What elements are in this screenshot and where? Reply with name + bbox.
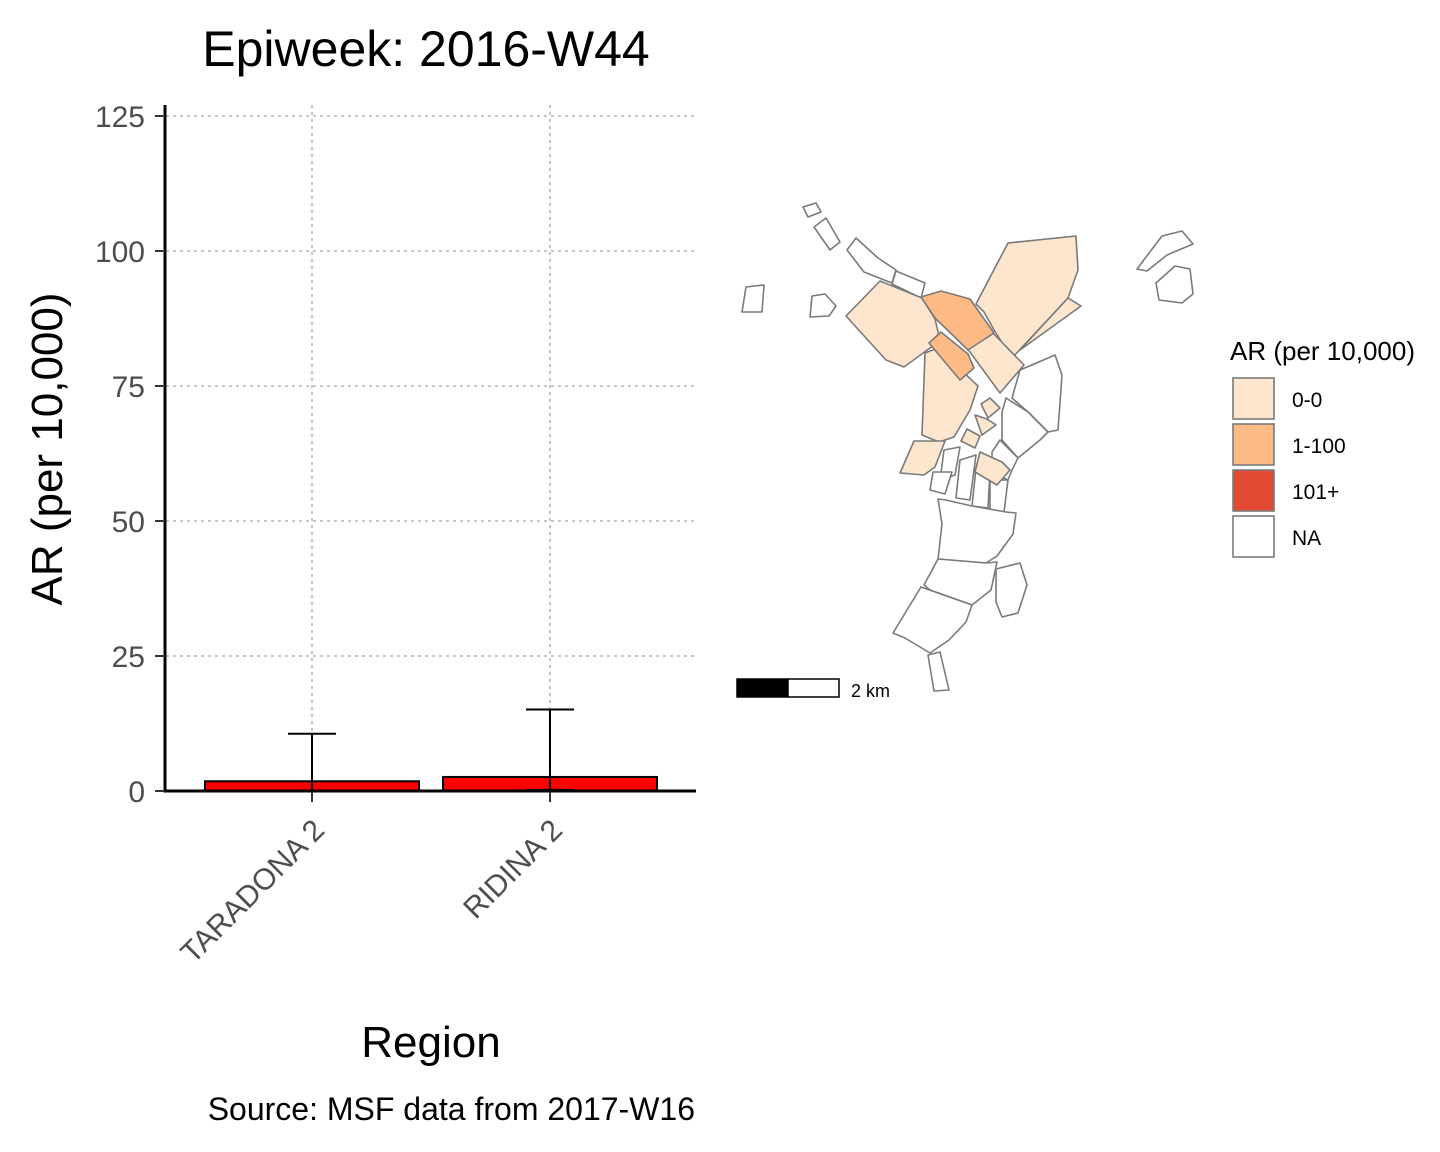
legend-label: NA xyxy=(1292,527,1321,550)
map-region xyxy=(1155,265,1194,304)
y-tick-label: 75 xyxy=(112,371,145,404)
legend-label: 1-100 xyxy=(1292,435,1346,458)
map-region xyxy=(974,451,1011,486)
legend-entry: 1-100 xyxy=(1232,423,1346,466)
map-region xyxy=(1019,297,1082,351)
choropleth-map: 2 km xyxy=(736,202,1194,701)
map-region xyxy=(980,397,1001,419)
legend-title: AR (per 10,000) xyxy=(1230,336,1415,366)
y-tick-label: 125 xyxy=(95,101,145,134)
legend-entry: NA xyxy=(1232,515,1321,558)
map-region xyxy=(928,331,975,381)
scale-bar: 2 km xyxy=(736,678,890,701)
chart-title: Epiweek: 2016-W44 xyxy=(202,21,649,77)
map-region xyxy=(923,558,998,606)
x-axis-title: Region xyxy=(361,1018,500,1067)
legend-label: 0-0 xyxy=(1292,389,1322,412)
map-region xyxy=(892,586,973,654)
x-tick-label: RIDINA 2 xyxy=(457,814,569,926)
map-region xyxy=(989,479,1009,513)
x-tick-label: TARADONA 2 xyxy=(175,814,331,970)
scale-bar-segment-dark xyxy=(736,678,789,698)
y-axis-title: AR (per 10,000) xyxy=(23,292,72,605)
legend-swatch xyxy=(1232,469,1275,512)
map-region xyxy=(802,202,822,218)
y-axis-ticks: 0 25 50 75 100 125 xyxy=(95,101,165,809)
legend-entry: 101+ xyxy=(1232,469,1339,512)
scale-bar-segment-light xyxy=(787,678,840,698)
map-region xyxy=(1011,354,1063,433)
map-region xyxy=(1136,230,1194,272)
bars xyxy=(204,775,658,793)
map-region xyxy=(927,651,950,692)
legend-entries: 0-0 1-100 101+ NA xyxy=(1232,377,1346,558)
map-region xyxy=(741,284,765,313)
bar-chart-panel: 0 25 50 75 100 125 TARADONA 2 RIDINA 2 AR (per… xyxy=(23,101,697,1127)
map-region xyxy=(809,293,837,318)
scale-bar-label: 2 km xyxy=(851,681,890,701)
y-tick-label: 100 xyxy=(95,236,145,269)
map-region xyxy=(920,290,995,351)
y-tick-label: 50 xyxy=(112,506,145,539)
legend-swatch xyxy=(1232,515,1275,558)
map-region xyxy=(846,237,897,284)
map-region xyxy=(955,454,977,501)
legend-entry: 0-0 xyxy=(1232,377,1322,420)
map-region xyxy=(995,562,1028,618)
y-tick-label: 0 xyxy=(128,776,145,809)
map-region xyxy=(899,440,946,476)
map-region xyxy=(974,414,997,436)
y-tick-label: 25 xyxy=(112,641,145,674)
caption: Source: MSF data from 2017-W16 xyxy=(208,1091,695,1127)
horizontal-gridlines xyxy=(166,115,697,792)
map-region xyxy=(813,217,841,251)
legend-label: 101+ xyxy=(1292,481,1339,504)
map-legend: AR (per 10,000) 0-0 1-100 101+ NA xyxy=(1230,336,1415,558)
x-axis-ticks: TARADONA 2 RIDINA 2 xyxy=(175,792,569,970)
vertical-gridlines xyxy=(311,105,551,791)
map-region xyxy=(929,471,953,495)
map-region xyxy=(937,498,1017,564)
legend-swatch xyxy=(1232,377,1275,420)
map-region xyxy=(1001,397,1049,459)
legend-swatch xyxy=(1232,423,1275,466)
map-region xyxy=(960,428,981,449)
